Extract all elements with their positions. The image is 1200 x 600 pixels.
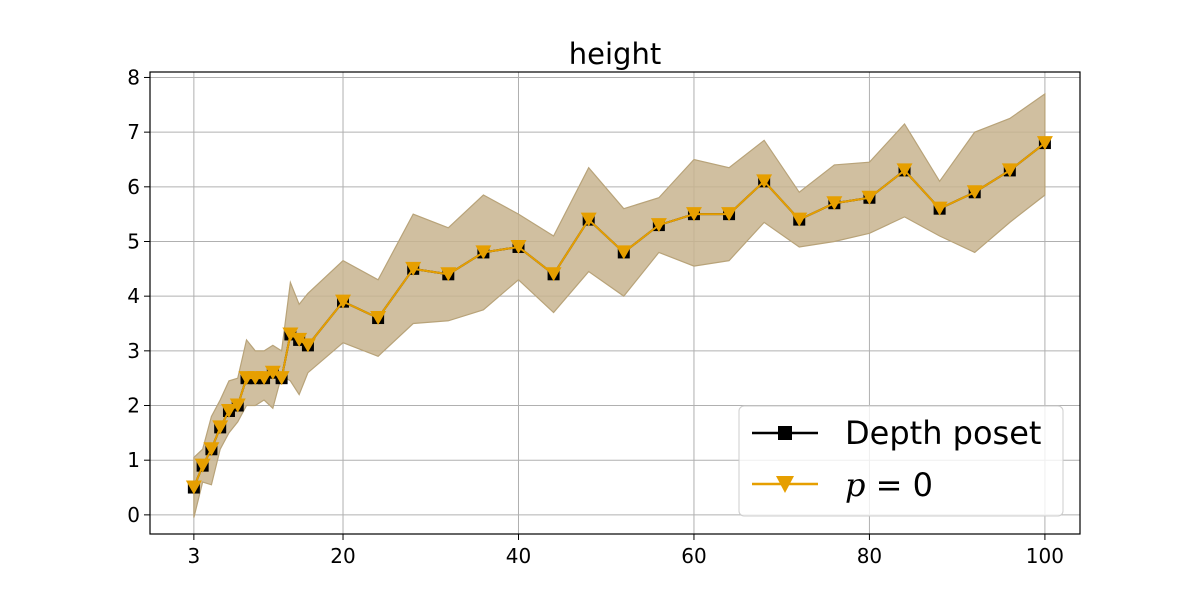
point-marker-triangle: [475, 245, 492, 260]
point-marker-triangle: [212, 420, 229, 435]
plot-frame: [149, 71, 1081, 535]
point-marker-triangle: [791, 212, 808, 227]
point-marker-triangle: [273, 371, 290, 386]
point-marker-triangle: [291, 332, 308, 347]
point-marker-triangle: [229, 398, 246, 413]
point-marker-triangle: [826, 196, 843, 211]
x-tick-label: 40: [506, 544, 531, 568]
x-tick-label: 100: [1026, 544, 1064, 568]
legend-label-p0-rest: = 0: [865, 466, 933, 504]
y-tick-label: 0: [127, 503, 140, 527]
legend-marker-depth-poset: [778, 426, 792, 440]
legend-marker-p0: [776, 476, 794, 493]
y-tick-label: 5: [127, 229, 140, 253]
series-group: [185, 136, 1053, 495]
point-marker-triangle: [1001, 163, 1018, 178]
point-marker-triangle: [264, 365, 281, 380]
legend-label-p0-var: p: [845, 466, 865, 504]
y-tick-label: 2: [127, 394, 140, 418]
legend-label-p0: p = 0: [845, 466, 933, 504]
y-tick-label: 3: [127, 339, 140, 363]
point-marker-triangle: [1036, 136, 1053, 151]
y-tick-label: 4: [127, 284, 140, 308]
y-tick-label: 7: [127, 120, 140, 144]
legend-label-depth-poset: Depth poset: [845, 414, 1041, 452]
x-tick-label: 80: [857, 544, 882, 568]
point-marker-triangle: [299, 338, 316, 353]
point-marker-triangle: [650, 218, 667, 233]
legend: Depth poset p = 0: [738, 405, 1064, 517]
point-marker-triangle: [185, 480, 202, 495]
point-marker-triangle: [721, 207, 738, 222]
point-marker-triangle: [685, 207, 702, 222]
point-marker-triangle: [256, 371, 273, 386]
chart-title: height: [569, 37, 661, 71]
point-marker-triangle: [282, 327, 299, 342]
y-tick-label: 6: [127, 175, 140, 199]
point-marker-triangle: [510, 239, 527, 254]
point-marker-triangle: [370, 311, 387, 326]
point-marker-triangle: [194, 458, 211, 473]
point-marker-triangle: [440, 267, 457, 282]
point-marker-triangle: [545, 267, 562, 282]
point-marker-triangle: [861, 190, 878, 205]
x-tick-label: 60: [681, 544, 706, 568]
point-marker-triangle: [756, 174, 773, 189]
point-marker-triangle: [220, 403, 237, 418]
point-marker-triangle: [615, 245, 632, 260]
point-marker-triangle: [335, 294, 352, 309]
point-marker-triangle: [896, 163, 913, 178]
y-tick-label: 8: [127, 65, 140, 89]
legend-box: [738, 405, 1064, 517]
x-tick-label: 20: [330, 544, 355, 568]
point-marker-triangle: [580, 212, 597, 227]
axis-ticks: 3 20 40 60 80 100 0 1 2 3 4 5 6 7 8: [127, 65, 1064, 568]
y-tick-label: 1: [127, 448, 140, 472]
point-marker-triangle: [405, 261, 422, 276]
x-tick-label: 3: [188, 544, 201, 568]
point-marker-triangle: [203, 442, 220, 457]
point-marker-triangle: [966, 185, 983, 200]
point-marker-triangle: [931, 201, 948, 216]
